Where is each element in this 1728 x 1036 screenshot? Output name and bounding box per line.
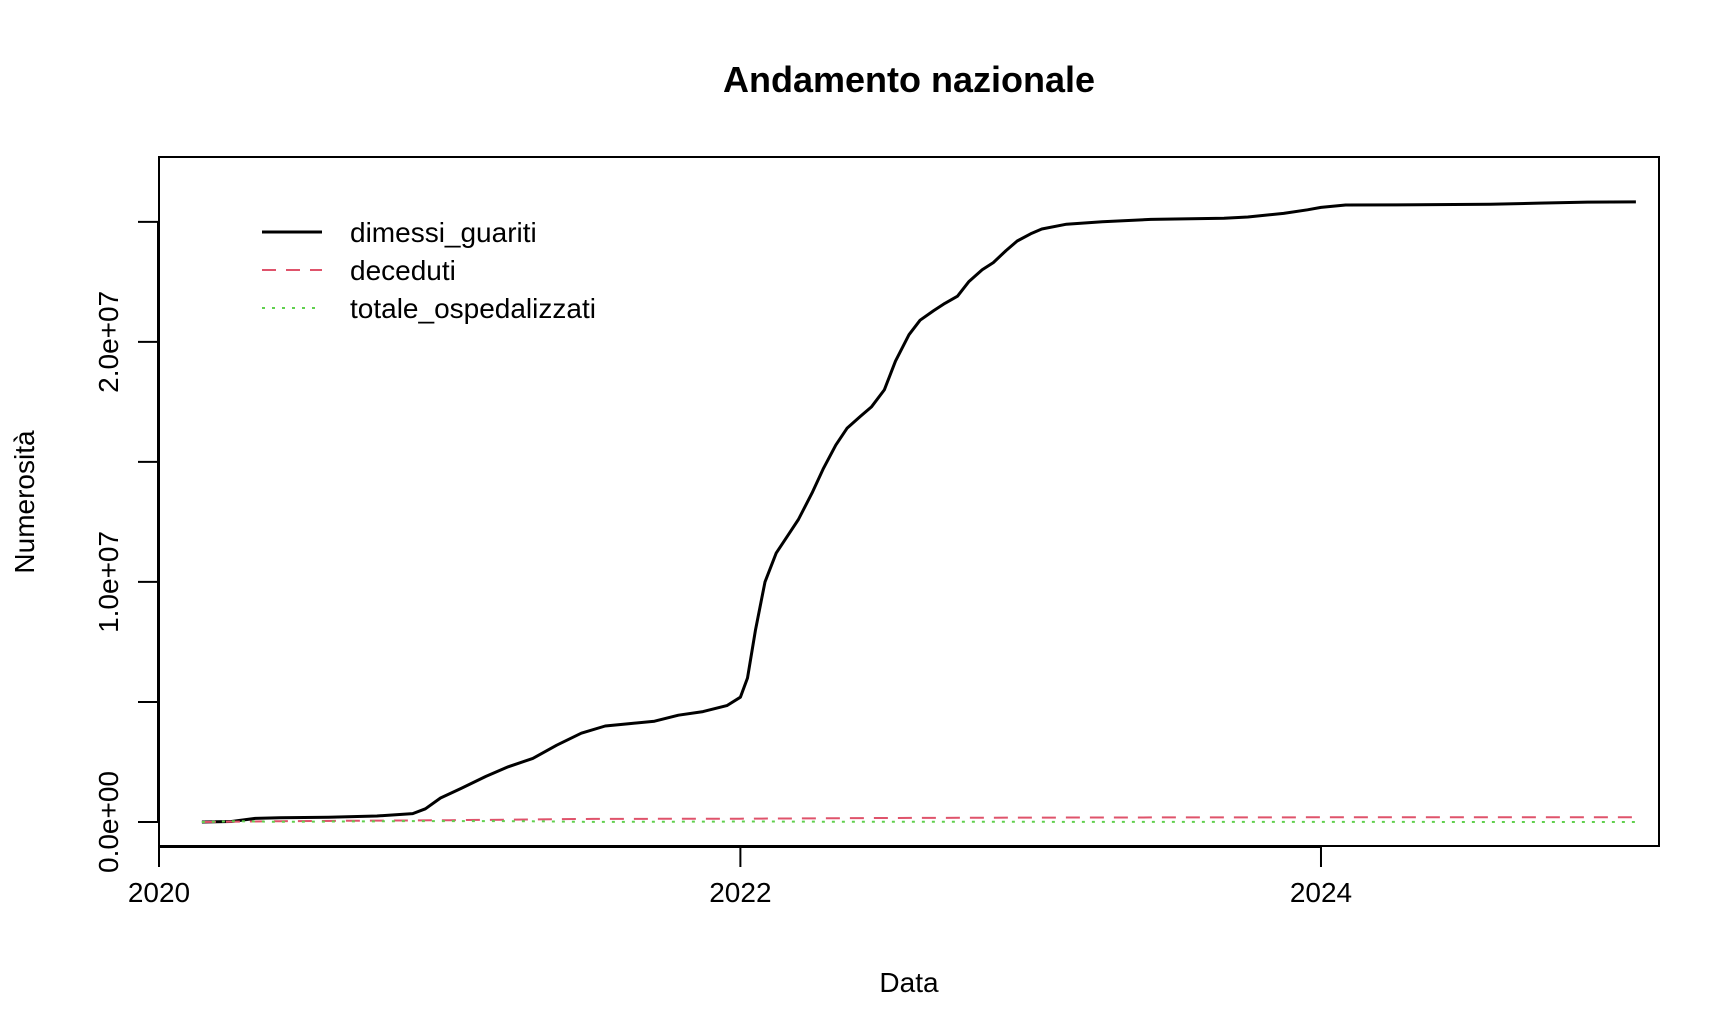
legend-label: totale_ospedalizzati	[350, 293, 596, 324]
x-axis-label: Data	[879, 967, 939, 998]
legend: dimessi_guariti deceduti totale_ospedalizz…	[262, 217, 596, 324]
x-axis: 2020 2022 2024	[128, 846, 1352, 908]
x-tick-label: 2022	[709, 877, 771, 908]
y-tick-label: 1.0e+07	[93, 531, 124, 633]
legend-label: dimessi_guariti	[350, 217, 537, 248]
series-line-deceduti	[201, 816, 1636, 823]
x-tick-label: 2024	[1290, 877, 1352, 908]
y-axis: 0.0e+00 1.0e+07 2.0e+07	[93, 220, 159, 873]
series-layer	[201, 200, 1636, 824]
y-tick-label: 2.0e+07	[93, 291, 124, 393]
x-tick-label: 2020	[128, 877, 190, 908]
legend-label: deceduti	[350, 255, 456, 286]
series-line-dimessi_guariti	[201, 200, 1636, 824]
y-axis-label: Numerosità	[9, 430, 40, 574]
chart-title: Andamento nazionale	[723, 59, 1095, 100]
series-line-totale_ospedalizzati	[201, 820, 1636, 823]
y-tick-label: 0.0e+00	[93, 771, 124, 873]
